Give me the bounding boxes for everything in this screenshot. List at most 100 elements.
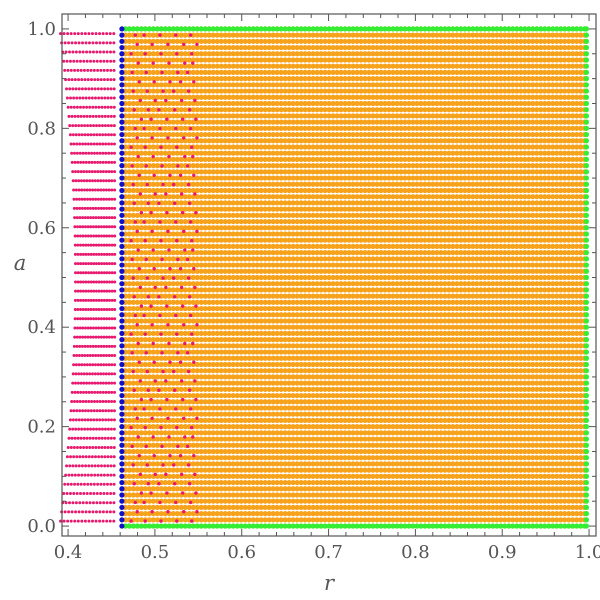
magenta-point: [92, 243, 96, 247]
magenta-point: [81, 308, 85, 312]
magenta-point: [97, 252, 101, 256]
orange-point: [154, 175, 160, 181]
orange-point: [146, 467, 152, 473]
orange-point: [150, 69, 156, 76]
magenta-point: [107, 216, 111, 220]
orange-point: [126, 386, 132, 392]
magenta-point: [78, 409, 82, 413]
orange-point: [154, 125, 160, 131]
orange-point: [150, 467, 156, 473]
magenta-point: [94, 114, 98, 118]
magenta-point: [106, 105, 110, 109]
magenta-point: [112, 400, 116, 404]
magenta-point: [78, 400, 82, 404]
magenta-point: [102, 354, 106, 358]
orange-point: [130, 324, 136, 330]
magenta-point: [92, 418, 96, 422]
orange-point: [146, 343, 152, 349]
orange-point: [150, 392, 156, 399]
orange-point: [138, 88, 144, 94]
orange-point: [150, 368, 156, 374]
orange-point: [126, 225, 132, 231]
magenta-point: [79, 114, 83, 118]
magenta-point: [79, 298, 83, 302]
magenta-point: [79, 381, 83, 385]
orange-point: [146, 206, 152, 212]
magenta-point: [69, 96, 73, 100]
magenta-point: [95, 409, 99, 413]
orange-point: [142, 343, 148, 349]
magenta-point: [96, 78, 100, 82]
orange-point: [142, 268, 148, 274]
magenta-point: [74, 188, 78, 192]
orange-point: [154, 237, 160, 243]
magenta-point: [98, 390, 102, 394]
orange-point: [158, 57, 164, 63]
magenta-point: [83, 78, 87, 82]
magenta-point: [73, 32, 77, 36]
magenta-point: [73, 390, 77, 394]
magenta-point: [67, 78, 71, 82]
orange-point: [158, 511, 164, 517]
magenta-point: [73, 400, 77, 404]
orange-point: [150, 430, 156, 436]
magenta-point: [72, 455, 76, 459]
orange-point: [146, 517, 152, 523]
magenta-point: [105, 59, 109, 63]
orange-point: [146, 44, 152, 51]
magenta-point: [107, 170, 111, 174]
orange-point: [154, 424, 160, 430]
magenta-point: [113, 298, 117, 302]
magenta-point: [68, 464, 72, 468]
orange-point: [126, 392, 132, 399]
orange-point: [158, 392, 164, 399]
magenta-point: [110, 409, 114, 413]
magenta-point: [80, 32, 84, 36]
orange-point: [138, 57, 144, 63]
magenta-point: [95, 151, 99, 155]
orange-point: [150, 218, 156, 225]
magenta-point: [98, 409, 102, 413]
magenta-point: [86, 142, 90, 146]
orange-point: [150, 374, 156, 380]
orange-point: [126, 82, 132, 88]
magenta-point: [79, 289, 83, 293]
magenta-point: [98, 160, 102, 164]
magenta-point: [109, 124, 113, 128]
magenta-point: [80, 78, 84, 82]
orange-point: [126, 324, 132, 330]
orange-point: [138, 436, 144, 442]
magenta-point: [73, 317, 77, 321]
magenta-point: [81, 289, 85, 293]
magenta-point: [81, 41, 85, 45]
orange-point: [138, 299, 144, 305]
magenta-point: [72, 446, 76, 450]
orange-point: [130, 511, 136, 517]
magenta-point: [108, 32, 112, 36]
orange-point: [130, 113, 136, 119]
magenta-point: [85, 363, 89, 367]
orange-point: [130, 38, 136, 44]
magenta-point: [113, 308, 117, 312]
magenta-point: [97, 298, 101, 302]
magenta-point: [91, 179, 94, 183]
magenta-point: [104, 142, 108, 146]
magenta-point: [101, 519, 105, 523]
magenta-point: [99, 482, 103, 486]
orange-point: [146, 144, 152, 150]
orange-point: [142, 436, 148, 442]
magenta-point: [73, 252, 77, 256]
magenta-point: [85, 491, 89, 495]
orange-point: [134, 318, 140, 324]
orange-point: [150, 312, 156, 318]
magenta-point: [87, 519, 91, 523]
magenta-point: [76, 436, 80, 440]
magenta-point: [72, 354, 76, 358]
magenta-point: [99, 197, 103, 201]
magenta-point: [94, 197, 98, 201]
magenta-point: [103, 124, 107, 128]
magenta-point: [76, 326, 80, 330]
magenta-point: [103, 87, 107, 91]
magenta-point: [74, 50, 78, 54]
magenta-point: [77, 78, 81, 82]
